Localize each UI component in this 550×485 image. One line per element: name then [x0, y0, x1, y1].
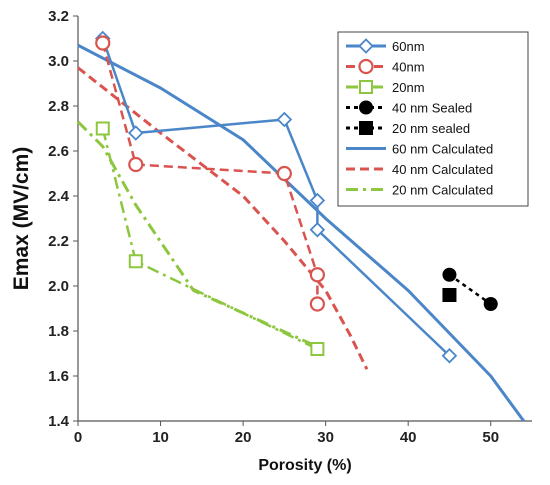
y-tick-label: 2.2 [48, 233, 69, 250]
series-20nm [95, 121, 325, 356]
legend-marker [359, 80, 373, 94]
legend-marker [358, 58, 374, 75]
data-point [276, 111, 293, 128]
legend-label: 40 nm Sealed [392, 101, 472, 116]
series-20-nm-calculated [76, 120, 319, 349]
series-40-nm-sealed [442, 267, 498, 311]
legend-entry-20-nm-sealed: 20 nm sealed [346, 121, 470, 136]
series-line-20-nm-calculated [76, 120, 319, 349]
legend-marker [359, 121, 373, 135]
series-60nm [94, 30, 458, 364]
legend-label: 20nm [392, 80, 425, 95]
series-60-nm-calculated [77, 43, 525, 422]
axes [77, 16, 532, 422]
data-point [309, 267, 325, 283]
legend-label: 20 nm Calculated [392, 183, 493, 198]
y-tick-label: 2.4 [48, 188, 70, 205]
x-tick-label: 0 [74, 429, 82, 446]
legend-marker [358, 38, 374, 54]
legend-label: 40 nm Calculated [392, 162, 493, 177]
y-axis-label: Emax (MV/cm) [10, 147, 33, 291]
y-tick-label: 3.0 [48, 53, 69, 70]
data-point [309, 221, 326, 238]
y-tick-label: 2.0 [48, 278, 69, 295]
y-tick-label: 2.6 [48, 143, 69, 160]
y-tick-label: 1.8 [48, 323, 69, 340]
series-line-60-nm-calculated [77, 43, 525, 422]
legend-label: 20 nm sealed [392, 121, 470, 136]
y-tick-label: 1.4 [48, 413, 70, 430]
data-point [442, 267, 457, 282]
x-tick-label: 30 [317, 429, 334, 446]
x-tick-label: 40 [400, 429, 417, 446]
series-40-nm-calculated [77, 66, 369, 370]
x-axis-label: Porosity (%) [258, 457, 351, 474]
data-point [309, 192, 326, 209]
data-point [442, 288, 457, 302]
data-point [309, 296, 325, 312]
series-20-nm-sealed [442, 288, 457, 302]
data-point [128, 125, 144, 141]
data-point [95, 35, 111, 51]
y-tick-label: 3.2 [48, 8, 69, 25]
series-line-60nm [101, 38, 451, 357]
data-point [276, 165, 292, 182]
data-point [128, 156, 144, 173]
series-line-40-nm-sealed [448, 273, 492, 306]
data-point [128, 254, 143, 269]
legend-entry-60-nm-calculated: 60 nm Calculated [346, 142, 493, 157]
series-layer [76, 30, 525, 422]
legend-label: 60nm [392, 39, 425, 54]
x-tick-label: 20 [235, 429, 252, 446]
legend-entry-40-nm-sealed: 40 nm Sealed [346, 100, 472, 116]
series-line-40-nm-calculated [77, 66, 369, 370]
x-tick-label: 10 [152, 429, 169, 446]
legend-marker [359, 100, 373, 115]
legend-entry-20nm: 20nm [346, 80, 425, 95]
legend-box [337, 31, 529, 207]
legend-label: 60 nm Calculated [392, 142, 493, 157]
series-40nm [95, 35, 325, 312]
legend-entry-40-nm-calculated: 40 nm Calculated [346, 162, 493, 177]
legend: 60nm 40nm 20nm 40 nm Sealed 20 nm sealed 60 n… [337, 31, 529, 207]
data-point [441, 347, 458, 364]
legend-entry-40nm: 40nm [346, 58, 425, 75]
ticks: 0 10 20 30 40 50 1.4 1.6 1.8 2.0 2.2 2.4 2.6 2.8 3.0 3.… [48, 8, 499, 446]
legend-entry-60nm: 60nm [346, 38, 425, 54]
legend-entry-20-nm-calculated: 20 nm Calculated [346, 183, 493, 198]
data-point [95, 121, 110, 136]
legend-label: 40nm [392, 60, 425, 75]
y-tick-label: 1.6 [48, 368, 69, 385]
y-tick-label: 2.8 [48, 98, 69, 115]
x-tick-label: 50 [482, 429, 499, 446]
data-point [310, 342, 325, 356]
data-point [483, 297, 498, 311]
